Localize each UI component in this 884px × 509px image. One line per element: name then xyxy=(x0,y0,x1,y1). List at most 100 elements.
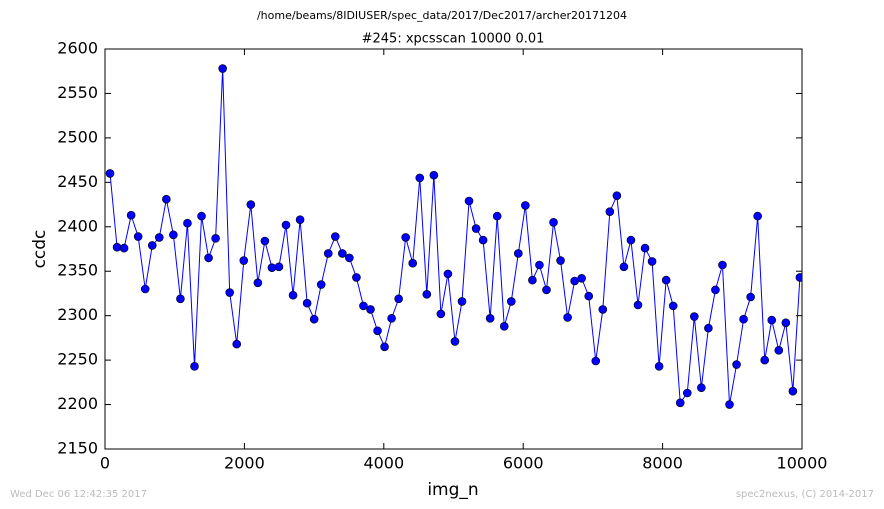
data-point xyxy=(436,309,446,319)
data-point xyxy=(218,64,227,73)
data-point xyxy=(450,337,460,346)
data-point xyxy=(225,288,234,297)
data-point xyxy=(795,273,802,282)
data-point xyxy=(119,243,129,253)
y-tick-label: 2500 xyxy=(57,127,98,146)
data-point xyxy=(619,262,629,272)
data-point xyxy=(690,312,699,321)
data-point xyxy=(330,232,340,241)
x-tick-label: 8000 xyxy=(642,454,683,473)
data-point xyxy=(316,280,326,289)
data-point xyxy=(112,242,122,252)
data-point xyxy=(401,233,410,242)
data-point xyxy=(471,224,481,233)
data-point xyxy=(675,398,685,408)
data-point xyxy=(535,260,544,270)
data-point xyxy=(711,285,720,295)
data-point xyxy=(577,274,586,283)
y-axis-label: ccdc xyxy=(30,230,50,269)
data-point xyxy=(309,314,319,324)
data-point xyxy=(140,284,150,294)
data-point xyxy=(457,297,467,306)
data-point xyxy=(246,200,256,209)
data-point xyxy=(359,301,368,311)
data-point xyxy=(274,262,284,272)
chart-title: #245: xpcsscan 10000 0.01 xyxy=(362,32,545,47)
footer-left: Wed Dec 06 12:42:35 2017 xyxy=(10,489,147,500)
data-point xyxy=(485,314,495,323)
data-point xyxy=(746,292,755,302)
data-point xyxy=(704,323,713,333)
data-point xyxy=(366,305,375,314)
data-point xyxy=(197,211,206,221)
x-tick-label: 0 xyxy=(100,454,110,473)
data-point xyxy=(211,234,220,243)
data-point xyxy=(753,211,762,221)
suptitle: /home/beams/8IDIUSER/spec_data/2017/Dec2… xyxy=(257,9,627,22)
data-point xyxy=(528,275,537,285)
data-point xyxy=(598,305,608,314)
data-point xyxy=(492,211,502,221)
data-point xyxy=(345,253,354,263)
data-point xyxy=(267,263,277,272)
data-point xyxy=(288,290,298,300)
x-tick-label: 6000 xyxy=(503,454,544,473)
data-point xyxy=(542,285,551,295)
data-point xyxy=(105,169,115,178)
data-point xyxy=(563,313,572,322)
data-point xyxy=(626,235,636,245)
data-point xyxy=(478,235,488,245)
data-point xyxy=(521,201,530,210)
data-point xyxy=(668,301,678,311)
x-axis-label: img_n xyxy=(427,480,478,500)
data-point xyxy=(654,362,664,371)
y-tick-label: 2200 xyxy=(57,394,98,413)
data-point xyxy=(422,290,432,299)
footer-right: spec2nexus, (C) 2014-2017 xyxy=(736,489,874,500)
data-point xyxy=(352,273,361,282)
y-tick-label: 2450 xyxy=(57,172,98,191)
y-tick-label: 2400 xyxy=(57,216,98,235)
data-point xyxy=(640,243,650,253)
data-point xyxy=(323,249,333,258)
data-point xyxy=(774,346,784,355)
data-point xyxy=(176,294,185,304)
x-tick-label: 10000 xyxy=(777,454,828,473)
data-point xyxy=(591,356,601,366)
y-tick-label: 2150 xyxy=(57,439,98,458)
data-point xyxy=(739,314,748,324)
data-point xyxy=(133,232,143,241)
data-point xyxy=(725,400,734,409)
data-point xyxy=(718,260,727,270)
data-point xyxy=(549,218,558,227)
data-point xyxy=(464,196,474,206)
data-point xyxy=(232,339,242,349)
data-point xyxy=(253,278,263,288)
data-point xyxy=(302,298,312,308)
data-point xyxy=(126,210,136,220)
y-tick-label: 2300 xyxy=(57,305,98,324)
data-point xyxy=(154,233,164,242)
data-point xyxy=(204,253,213,263)
data-point xyxy=(183,218,192,228)
y-tick-label: 2250 xyxy=(57,350,98,369)
data-point xyxy=(556,256,565,265)
x-tick-label: 4000 xyxy=(363,454,404,473)
data-point xyxy=(408,258,418,268)
data-point xyxy=(373,326,382,336)
y-tick-label: 2550 xyxy=(57,83,98,102)
data-point xyxy=(682,388,692,398)
data-point xyxy=(732,360,741,369)
data-point xyxy=(169,230,178,240)
data-point xyxy=(295,215,305,224)
plot-area xyxy=(105,64,802,409)
data-point xyxy=(697,383,706,392)
data-point xyxy=(162,194,171,204)
data-point xyxy=(415,173,425,183)
data-point xyxy=(260,236,270,246)
data-point xyxy=(387,314,396,323)
data-point xyxy=(499,322,509,331)
plot-frame xyxy=(104,48,803,450)
